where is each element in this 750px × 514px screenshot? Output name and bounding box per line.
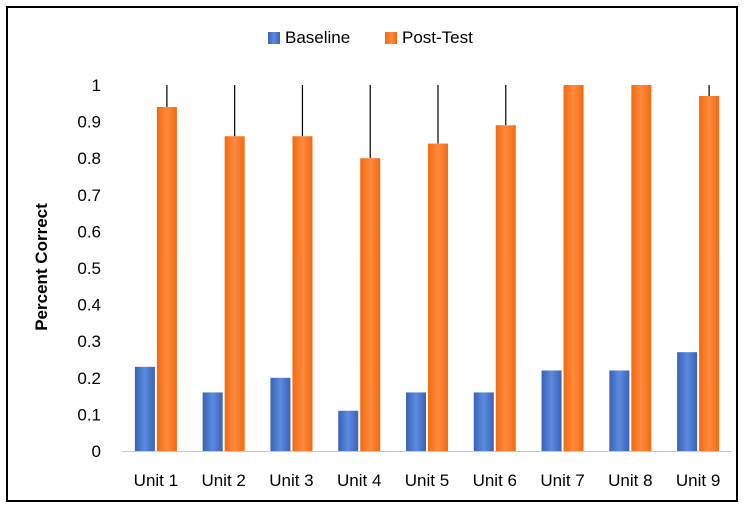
x-tick-label: Unit 3 bbox=[269, 471, 313, 490]
y-tick-label: 0.1 bbox=[77, 405, 101, 424]
bar-post-test-7 bbox=[563, 85, 584, 451]
legend-swatch-post-test bbox=[385, 32, 397, 44]
bar-post-test-1 bbox=[156, 106, 177, 452]
bar-post-test-3 bbox=[292, 136, 313, 452]
bar-post-test-5 bbox=[428, 143, 448, 451]
bar-baseline-1 bbox=[134, 366, 155, 451]
y-tick-label: 0.8 bbox=[77, 149, 101, 168]
x-tick-label: Unit 7 bbox=[540, 471, 584, 490]
bar-post-test-2 bbox=[224, 136, 245, 452]
y-tick-label: 0.6 bbox=[77, 222, 101, 241]
bar-baseline-6 bbox=[473, 392, 494, 451]
x-tick-label: Unit 2 bbox=[201, 471, 245, 490]
x-tick-label: Unit 1 bbox=[134, 471, 178, 490]
bar-baseline-3 bbox=[270, 377, 291, 451]
bar-baseline-8 bbox=[609, 370, 630, 451]
bar-baseline-9 bbox=[677, 352, 698, 451]
x-tick-label: Unit 5 bbox=[405, 471, 449, 490]
legend-label-baseline: Baseline bbox=[285, 28, 350, 47]
legend: Baseline Post-Test bbox=[268, 28, 473, 47]
bars bbox=[134, 85, 720, 452]
x-tick-label: Unit 9 bbox=[676, 471, 720, 490]
y-tick-label: 0.3 bbox=[77, 332, 101, 351]
legend-swatch-baseline bbox=[268, 32, 280, 44]
error-bars bbox=[166, 85, 710, 159]
bar-post-test-9 bbox=[699, 95, 720, 451]
bar-post-test-4 bbox=[360, 158, 381, 451]
bar-post-test-8 bbox=[631, 85, 652, 451]
y-tick-label: 0 bbox=[92, 442, 101, 461]
x-tick-label: Unit 4 bbox=[337, 471, 381, 490]
bar-baseline-4 bbox=[338, 410, 359, 451]
y-tick-label: 0.9 bbox=[77, 113, 101, 132]
x-tick-label: Unit 8 bbox=[608, 471, 652, 490]
bar-post-test-6 bbox=[495, 125, 516, 451]
y-axis-ticks: 0 0.1 0.2 0.3 0.4 0.5 0.6 0.7 0.8 0.9 1 bbox=[77, 76, 101, 461]
y-tick-label: 0.7 bbox=[77, 186, 101, 205]
bar-baseline-2 bbox=[202, 392, 223, 451]
y-tick-label: 0.2 bbox=[77, 369, 101, 388]
bar-baseline-7 bbox=[541, 370, 562, 451]
y-tick-label: 0.5 bbox=[77, 259, 101, 278]
x-axis-labels: Unit 1 Unit 2 Unit 3 Unit 4 Unit 5 Unit 6 Unit… bbox=[134, 471, 721, 490]
y-tick-label: 0.4 bbox=[77, 296, 101, 315]
y-tick-label: 1 bbox=[92, 76, 101, 95]
y-axis-title: Percent Correct bbox=[32, 203, 51, 331]
legend-label-post-test: Post-Test bbox=[402, 28, 473, 47]
x-tick-label: Unit 6 bbox=[473, 471, 517, 490]
bar-baseline-5 bbox=[406, 392, 426, 451]
